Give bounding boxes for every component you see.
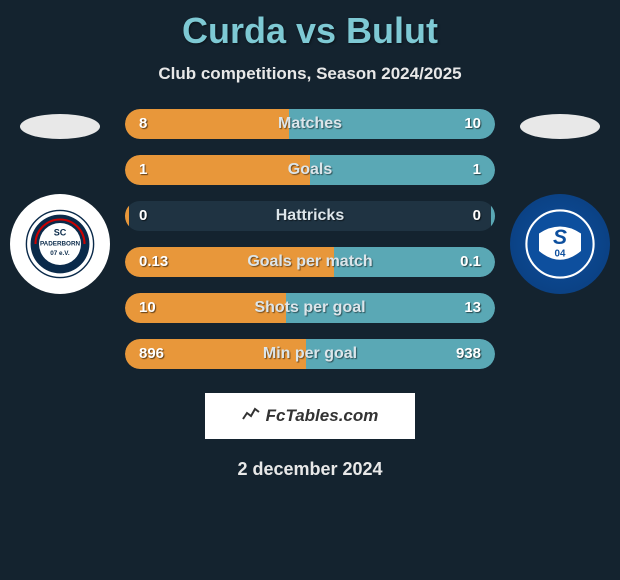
schalke-logo-svg: S 04 xyxy=(525,209,595,279)
stats-column: 810Matches 11Goals 00Hattricks 0.130.1Goals… xyxy=(120,109,500,385)
stat-bar: 810Matches xyxy=(125,109,495,139)
paderborn-logo-svg: SC PADERBORN 07 e.V. xyxy=(25,209,95,279)
stat-bar: 00Hattricks xyxy=(125,201,495,231)
footer-date: 2 december 2024 xyxy=(0,459,620,480)
right-club-logo: S 04 xyxy=(510,194,610,294)
stat-bar: 1013Shots per goal xyxy=(125,293,495,323)
left-club-logo: SC PADERBORN 07 e.V. xyxy=(10,194,110,294)
stat-label: Matches xyxy=(125,109,495,139)
comparison-title: Curda vs Bulut xyxy=(0,0,620,52)
svg-text:S: S xyxy=(553,226,567,249)
stat-label: Shots per goal xyxy=(125,293,495,323)
stat-label: Min per goal xyxy=(125,339,495,369)
content-row: SC PADERBORN 07 e.V. 810Matches 11Goals 00… xyxy=(0,109,620,385)
svg-text:SC: SC xyxy=(54,228,67,238)
source-text: FcTables.com xyxy=(266,406,379,426)
stat-bar: 11Goals xyxy=(125,155,495,185)
source-badge: FcTables.com xyxy=(205,393,415,439)
chart-icon xyxy=(242,407,260,426)
right-player-column: S 04 xyxy=(500,109,620,294)
stat-bar: 0.130.1Goals per match xyxy=(125,247,495,277)
stat-label: Hattricks xyxy=(125,201,495,231)
svg-text:PADERBORN: PADERBORN xyxy=(40,240,81,247)
svg-text:07 e.V.: 07 e.V. xyxy=(50,250,70,257)
left-player-column: SC PADERBORN 07 e.V. xyxy=(0,109,120,294)
svg-text:04: 04 xyxy=(555,249,566,260)
stat-bar: 896938Min per goal xyxy=(125,339,495,369)
left-player-silhouette xyxy=(20,114,100,139)
stat-label: Goals per match xyxy=(125,247,495,277)
comparison-subtitle: Club competitions, Season 2024/2025 xyxy=(0,64,620,84)
right-player-silhouette xyxy=(520,114,600,139)
stat-label: Goals xyxy=(125,155,495,185)
